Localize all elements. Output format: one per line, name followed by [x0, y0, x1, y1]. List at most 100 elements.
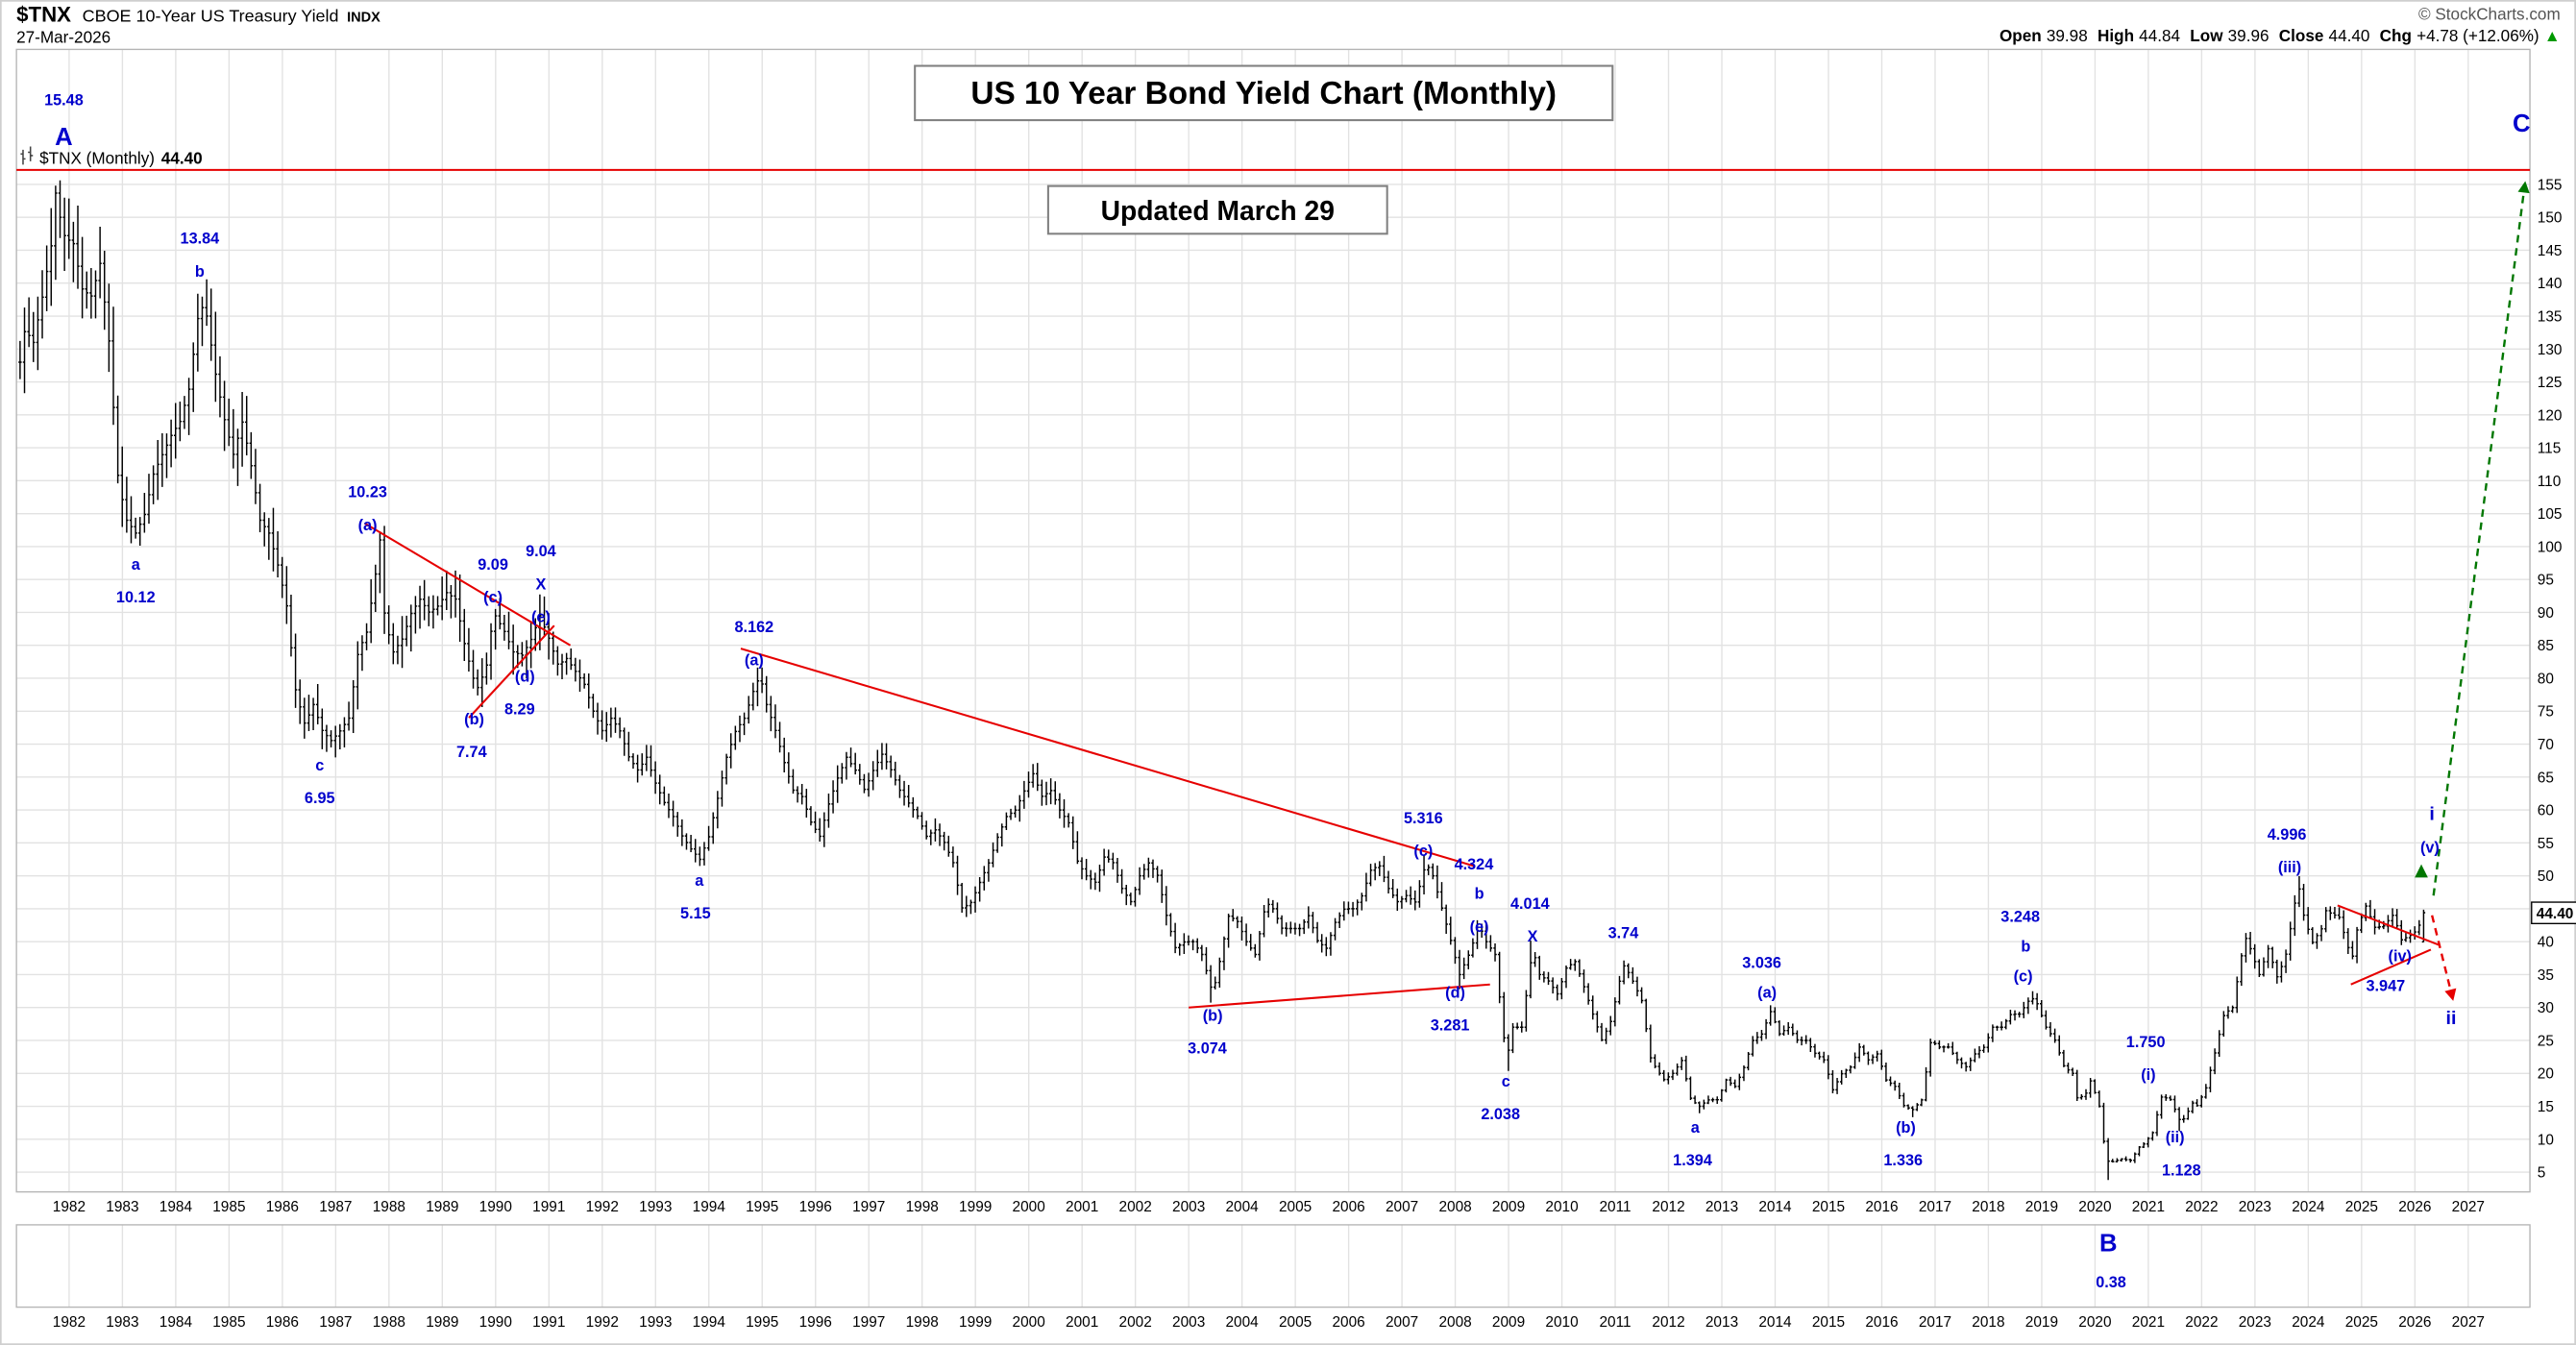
projection-arrow-line: [2430, 915, 2453, 995]
wave-annotation: 1.394: [1673, 1152, 1712, 1169]
x-axis-year-label-panel2: 1997: [852, 1314, 885, 1331]
y-axis-price-label: 40: [2538, 935, 2554, 951]
wave-annotation: A: [55, 124, 73, 151]
wave-annotation: X: [1528, 928, 1538, 945]
y-axis-price-label: 20: [2538, 1066, 2554, 1083]
x-axis-year-label-panel2: 1989: [426, 1314, 458, 1331]
wave-annotation: (c): [1413, 843, 1433, 860]
wave-annotation: 3.036: [1742, 955, 1781, 972]
x-axis-year-label-panel2: 1990: [479, 1314, 512, 1331]
wave-annotation: 1.336: [1883, 1152, 1923, 1169]
low-value: 39.96: [2228, 26, 2269, 45]
y-axis-price-label: 65: [2538, 770, 2554, 786]
x-axis-year-label-panel2: 1988: [373, 1314, 405, 1331]
wave-annotation: c: [1502, 1073, 1510, 1090]
x-axis-year-label-panel2: 1998: [906, 1314, 939, 1331]
series-legend-label: $TNX (Monthly): [39, 148, 155, 167]
x-axis-year-label-panel2: 2007: [1386, 1314, 1418, 1331]
x-axis-year-label: 2002: [1119, 1199, 1152, 1215]
x-axis-year-label-panel2: 2011: [1599, 1314, 1631, 1331]
overlay-lines-layer: [16, 168, 2531, 1009]
projection-arrow-line: [2432, 187, 2526, 896]
y-axis-price-label: 55: [2538, 836, 2554, 852]
y-axis-price-label: 140: [2538, 276, 2563, 292]
x-axis-year-label: 2006: [1332, 1199, 1364, 1215]
watermark: © StockCharts.com: [2418, 5, 2561, 24]
y-axis-price-label: 75: [2538, 704, 2554, 721]
wave-annotation: 9.09: [478, 556, 508, 574]
x-axis-year-label: 2004: [1225, 1199, 1259, 1215]
x-axis-year-label: 1991: [532, 1199, 565, 1215]
x-axis-year-label-panel2: 2026: [2398, 1314, 2431, 1331]
trendline: [740, 648, 1475, 868]
x-axis-year-label: 1990: [479, 1199, 512, 1215]
close-value: 44.40: [2329, 26, 2370, 45]
low-label: Low: [2190, 26, 2223, 45]
x-axis-year-label-panel2: 1985: [212, 1314, 245, 1331]
wave-annotation: 4.014: [1510, 895, 1550, 913]
x-axis-year-label-panel2: 2018: [1972, 1314, 2004, 1331]
trendline: [2350, 948, 2432, 986]
wave-annotation: (c): [2014, 967, 2033, 985]
x-axis-year-label: 2023: [2239, 1199, 2271, 1215]
wave-annotation: (i): [2141, 1066, 2155, 1084]
wave-annotation: (d): [1445, 984, 1465, 1001]
last-price-tag: [2531, 901, 2576, 925]
y-axis-price-label: 70: [2538, 737, 2554, 753]
x-axis-year-label-panel2: 1982: [53, 1314, 86, 1331]
high-value: 44.84: [2139, 26, 2180, 45]
x-axis-year-label: 1983: [106, 1199, 138, 1215]
x-axis-year-label: 2025: [2345, 1199, 2378, 1215]
y-axis-price-label: 95: [2538, 573, 2554, 589]
wave-annotation: 8.162: [735, 619, 774, 636]
x-axis-year-label-panel2: 2010: [1545, 1314, 1578, 1331]
x-axis-year-label: 2019: [2025, 1199, 2058, 1215]
wave-annotation: (v): [2420, 840, 2440, 857]
wave-annotation: 3.947: [2367, 978, 2406, 995]
wave-annotation: ii: [2446, 1008, 2457, 1029]
bar-chart-icon: [20, 146, 34, 165]
wave-annotation: 2.038: [1481, 1106, 1520, 1123]
x-axis-year-label: 2013: [1705, 1199, 1738, 1215]
trendline: [2337, 904, 2440, 946]
wave-annotation: 9.04: [526, 543, 556, 560]
x-axis-year-label: 1994: [693, 1199, 726, 1215]
wave-annotation: 4.324: [1455, 856, 1494, 873]
open-label: Open: [1999, 26, 2042, 45]
y-axis-price-label: 100: [2538, 539, 2563, 555]
x-axis-year-label-panel2: 2008: [1438, 1314, 1471, 1331]
projection-arrow-head: [2444, 988, 2457, 1001]
main-title-box: [914, 64, 1614, 122]
y-axis-price-label: 50: [2538, 868, 2554, 885]
x-axis-year-label-panel2: 1991: [532, 1314, 565, 1331]
x-axis-year-label-panel2: 2023: [2239, 1314, 2271, 1331]
x-axis-year-label: 2001: [1066, 1199, 1098, 1215]
x-axis-year-label-panel2: 2016: [1865, 1314, 1898, 1331]
x-axis-year-label: 2017: [1919, 1199, 1951, 1215]
x-axis-year-label-panel2: 1983: [106, 1314, 138, 1331]
x-axis-year-label: 2005: [1279, 1199, 1312, 1215]
x-axis-year-label-panel2: 2006: [1332, 1314, 1364, 1331]
symbol-label: $TNX: [16, 2, 71, 26]
wave-annotation: a: [132, 556, 141, 574]
wave-annotation: (ii): [2166, 1129, 2185, 1146]
x-axis-year-label-panel2: 2013: [1705, 1314, 1738, 1331]
wave-annotation: 1.128: [2162, 1162, 2201, 1179]
x-axis-year-label: 2020: [2078, 1199, 2111, 1215]
y-axis-price-label: 60: [2538, 803, 2554, 819]
x-axis-year-label: 1987: [319, 1199, 352, 1215]
wave-annotation: 6.95: [305, 790, 335, 807]
x-axis-year-label-panel2: 2021: [2132, 1314, 2165, 1331]
wave-annotation: (iv): [2389, 948, 2412, 966]
wave-annotation: 1.750: [2126, 1034, 2166, 1051]
x-axis-year-label: 2007: [1386, 1199, 1418, 1215]
close-label: Close: [2279, 26, 2324, 45]
y-axis-price-label: 35: [2538, 967, 2554, 984]
x-axis-year-label: 1982: [53, 1199, 86, 1215]
x-axis-year-label-panel2: 2022: [2185, 1314, 2218, 1331]
wave-annotation: b: [2021, 938, 2030, 955]
x-axis-year-label-panel2: 2020: [2078, 1314, 2111, 1331]
wave-annotation: 8.29: [504, 701, 535, 719]
wave-annotation: (d): [515, 668, 535, 685]
y-axis-price-label: 130: [2538, 342, 2563, 358]
